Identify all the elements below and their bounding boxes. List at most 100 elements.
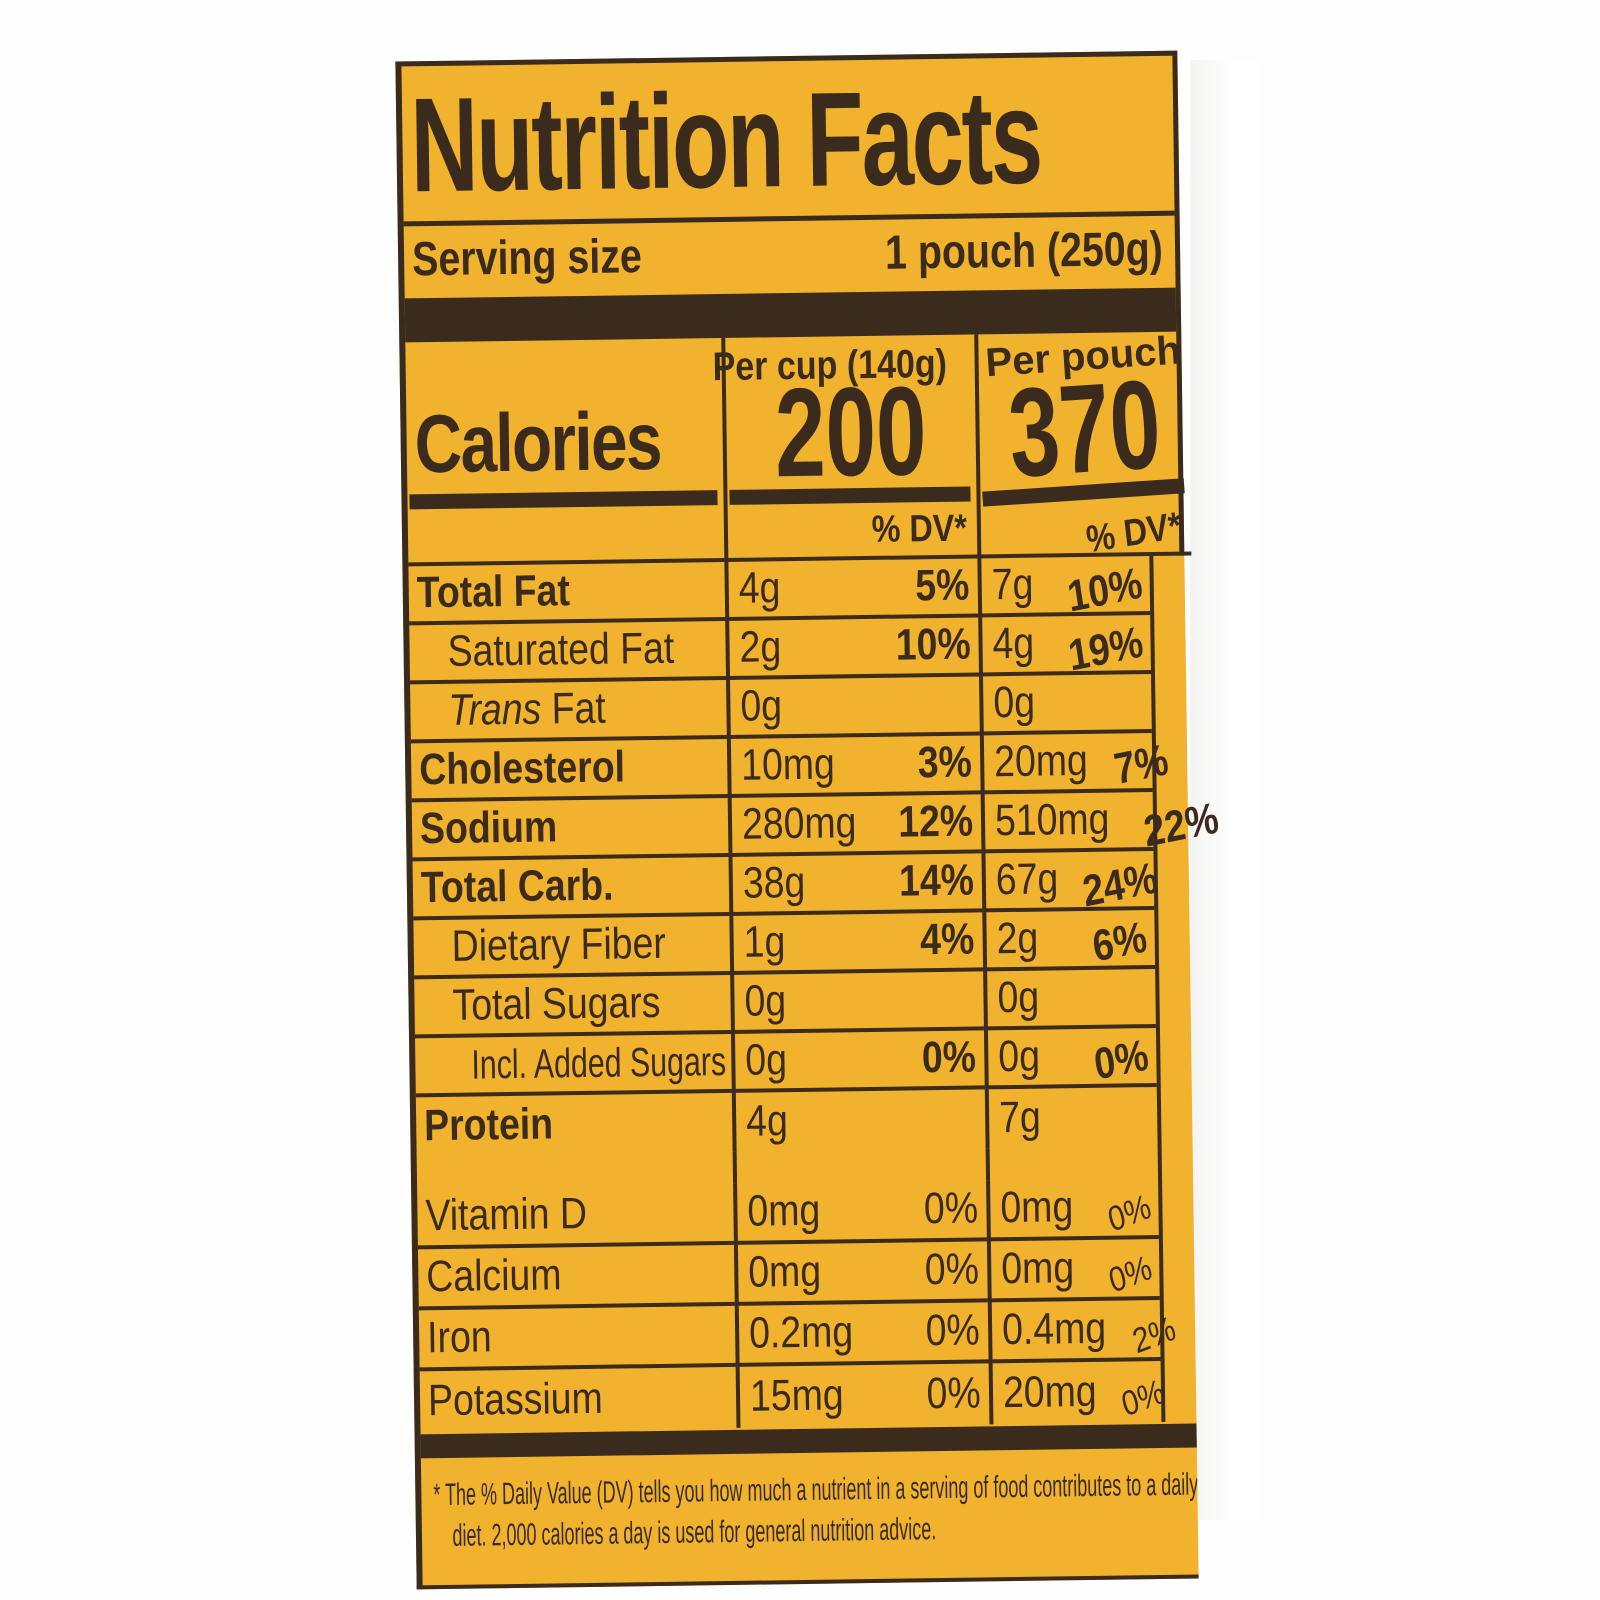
- per-pouch-value-cell: 0g 0%: [983, 1027, 1157, 1090]
- per-cup-value-cell: 10mg 3%: [726, 735, 981, 798]
- daily-value-percent: 0%: [924, 1244, 980, 1295]
- nutrient-name: Sodium: [419, 802, 558, 854]
- amount: 2g: [996, 913, 1039, 964]
- micronutrient-table: Vitamin D 0mg 0% 0mg 0% Calcium 0mg 0% 0mg 0% Iron…: [417, 1177, 1197, 1432]
- label-edge-strip: [1158, 1238, 1195, 1300]
- label-edge-strip: [1155, 968, 1191, 1028]
- label-edge-strip: [1160, 1360, 1197, 1422]
- nutrient-name: Potassium: [427, 1373, 604, 1426]
- daily-value-percent: 6%: [1089, 912, 1151, 972]
- amount: 0g: [997, 972, 1040, 1023]
- amount: 0g: [740, 681, 783, 731]
- daily-value-percent: 10%: [895, 619, 971, 670]
- calories-header-spacer: [405, 338, 722, 398]
- nutrient-name: Iron: [426, 1312, 492, 1363]
- amount: 20mg: [993, 736, 1089, 787]
- calories-section: Per cup (140g) Per pouch Calories 200 37…: [405, 328, 1192, 567]
- per-cup-value-cell: 15mg 0%: [735, 1363, 990, 1428]
- per-cup-value-cell: 0g 0%: [730, 1030, 985, 1093]
- per-cup-value-cell: 0.2mg 0%: [734, 1302, 989, 1367]
- dv-header-pouch: % DV*: [976, 501, 1192, 562]
- serving-size-row: Serving size 1 pouch (250g): [404, 215, 1176, 298]
- per-pouch-value-cell: 20mg 7%: [979, 732, 1171, 794]
- amount: 7g: [991, 559, 1034, 610]
- per-pouch-value-cell: 20mg 0%: [988, 1360, 1169, 1425]
- footnote-text: * The % Daily Value (DV) tells you how m…: [433, 1466, 1199, 1554]
- per-cup-value-cell: 0mg 0%: [733, 1180, 987, 1245]
- label-edge-strip: [1150, 614, 1186, 674]
- daily-value-percent: 0%: [1104, 1187, 1156, 1240]
- daily-value-percent: 3%: [917, 737, 973, 788]
- calories-per-pouch-value: 370: [1004, 352, 1165, 504]
- nutrient-name-cell: Dietary Fiber: [413, 915, 731, 980]
- per-pouch-value-cell: 0mg 0%: [986, 1177, 1159, 1242]
- nutrient-name-cell: Total Fat: [408, 561, 726, 626]
- per-cup-value-cell: 0g: [730, 971, 984, 1034]
- amount: 0g: [997, 1031, 1041, 1082]
- daily-value-percent: 4%: [920, 914, 976, 965]
- nutrient-name-cell: Vitamin D: [417, 1183, 734, 1250]
- amount: 0g: [744, 976, 787, 1026]
- nutrient-name-cell: Sodium: [411, 797, 729, 862]
- amount: 0mg: [1000, 1182, 1074, 1233]
- per-pouch-value-cell: 0.4mg 2%: [987, 1299, 1180, 1364]
- per-cup-value-cell: 1g 4%: [729, 912, 984, 975]
- amount: 38g: [742, 858, 806, 908]
- amount: 0g: [745, 1035, 788, 1085]
- per-cup-value-cell: 2g 10%: [725, 617, 980, 680]
- nutrient-name: Trans Fat: [448, 683, 607, 736]
- label-edge-strip: [1149, 555, 1186, 615]
- nutrient-name: Total Sugars: [452, 978, 661, 1030]
- daily-value-percent: 0%: [924, 1183, 979, 1234]
- daily-value-percent: 24%: [1079, 853, 1161, 917]
- amount: 20mg: [1002, 1367, 1097, 1418]
- amount: 0mg: [747, 1246, 822, 1297]
- nutrient-name-cell: Total Carb.: [412, 856, 730, 921]
- footnote: * The % Daily Value (DV) tells you how m…: [421, 1447, 1199, 1585]
- per-pouch-value-cell: 67g 24%: [981, 850, 1161, 917]
- per-pouch-value-cell: 7g: [984, 1086, 1158, 1149]
- nutrient-table: Total Fat 4g 5% 7g 10% Saturated Fat 2g 10% 4g 19…: [408, 555, 1221, 1156]
- amount: 510mg: [994, 794, 1110, 846]
- daily-value-percent: 5%: [915, 560, 971, 611]
- per-pouch-value-cell: 4g 19%: [978, 614, 1151, 681]
- amount: 67g: [995, 854, 1059, 905]
- amount: 2g: [739, 622, 782, 672]
- per-pouch-value-cell: 0g: [983, 968, 1156, 1031]
- nutrient-name: Total Carb.: [420, 860, 614, 913]
- daily-value-percent: 0%: [926, 1368, 982, 1419]
- calories-per-cup-cell: 200: [722, 360, 977, 503]
- amount: 7g: [998, 1092, 1042, 1143]
- calories-per-cup-value: 200: [774, 359, 928, 504]
- nutrient-name: Cholesterol: [418, 742, 626, 795]
- per-cup-value-cell: 4g: [731, 1089, 986, 1152]
- nutrient-name-cell: Total Sugars: [414, 974, 731, 1039]
- daily-value-percent: 0%: [921, 1032, 977, 1083]
- amount: 4g: [745, 1096, 789, 1146]
- per-cup-value-cell: 0mg 0%: [733, 1241, 988, 1306]
- amount: 0.4mg: [1001, 1303, 1107, 1355]
- label-edge-strip: [1154, 909, 1191, 969]
- daily-value-percent: 14%: [898, 855, 975, 906]
- nutrient-name: Dietary Fiber: [451, 919, 667, 972]
- per-cup-value-cell: 4g 5%: [724, 558, 979, 621]
- nutrient-name-cell: Protein: [416, 1093, 733, 1156]
- per-pouch-value-cell: 2g 6%: [982, 909, 1156, 972]
- nutrient-name: Total Fat: [416, 566, 571, 618]
- per-cup-value-cell: 280mg 12%: [727, 794, 982, 857]
- title-text: Nutrition Facts: [409, 62, 1042, 221]
- label-top-section: Nutrition Facts Serving size 1 pouch (25…: [401, 55, 1192, 567]
- daily-value-percent: 19%: [1065, 617, 1147, 681]
- nutrient-name-cell: Cholesterol: [410, 738, 728, 803]
- daily-value-percent: 0%: [1105, 1248, 1157, 1301]
- amount: 4g: [992, 618, 1035, 669]
- calories-word-cell: Calories: [406, 394, 723, 494]
- pouch-edge-shading: [1190, 60, 1260, 1520]
- nutrient-name: Protein: [423, 1099, 554, 1151]
- label-edge-strip: [1158, 1177, 1194, 1239]
- amount: 0.2mg: [748, 1307, 854, 1358]
- daily-value-percent: 10%: [1064, 558, 1146, 622]
- per-pouch-value-cell: 7g 10%: [977, 555, 1151, 622]
- per-cup-value-cell: 38g 14%: [728, 853, 983, 916]
